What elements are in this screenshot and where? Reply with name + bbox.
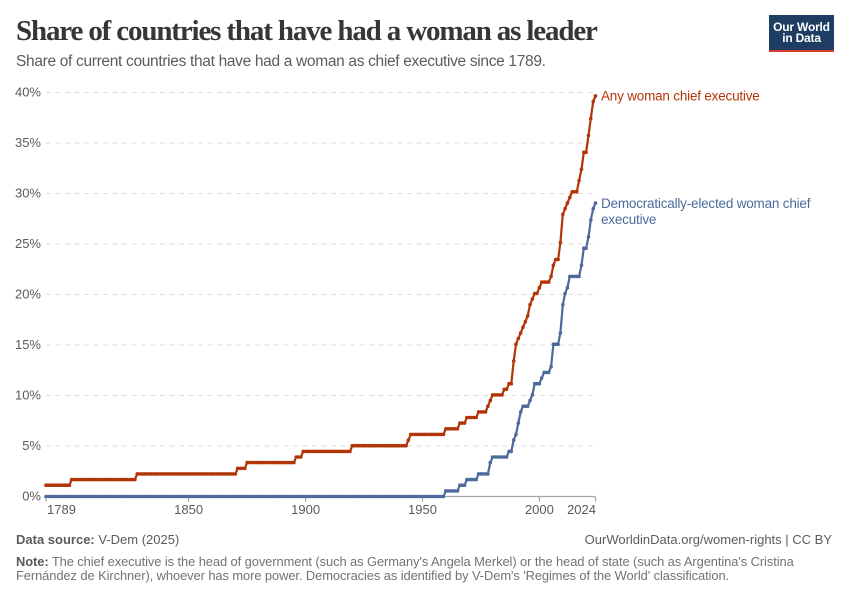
svg-text:40%: 40%	[15, 85, 41, 100]
svg-text:1850: 1850	[174, 502, 203, 517]
svg-text:1950: 1950	[408, 502, 437, 517]
svg-text:5%: 5%	[22, 438, 41, 453]
svg-text:30%: 30%	[15, 186, 41, 201]
svg-text:Any woman chief executive: Any woman chief executive	[601, 89, 760, 104]
svg-text:Democratically-elected woman c: Democratically-elected woman chief	[601, 196, 811, 211]
svg-text:2000: 2000	[525, 502, 554, 517]
svg-text:20%: 20%	[15, 287, 41, 302]
svg-text:executive: executive	[601, 212, 656, 227]
svg-text:15%: 15%	[15, 337, 41, 352]
svg-text:1900: 1900	[291, 502, 320, 517]
svg-text:25%: 25%	[15, 236, 41, 251]
svg-text:0%: 0%	[22, 489, 41, 504]
svg-text:2024: 2024	[567, 502, 596, 517]
svg-text:35%: 35%	[15, 135, 41, 150]
svg-text:1789: 1789	[47, 502, 76, 517]
svg-text:10%: 10%	[15, 388, 41, 403]
